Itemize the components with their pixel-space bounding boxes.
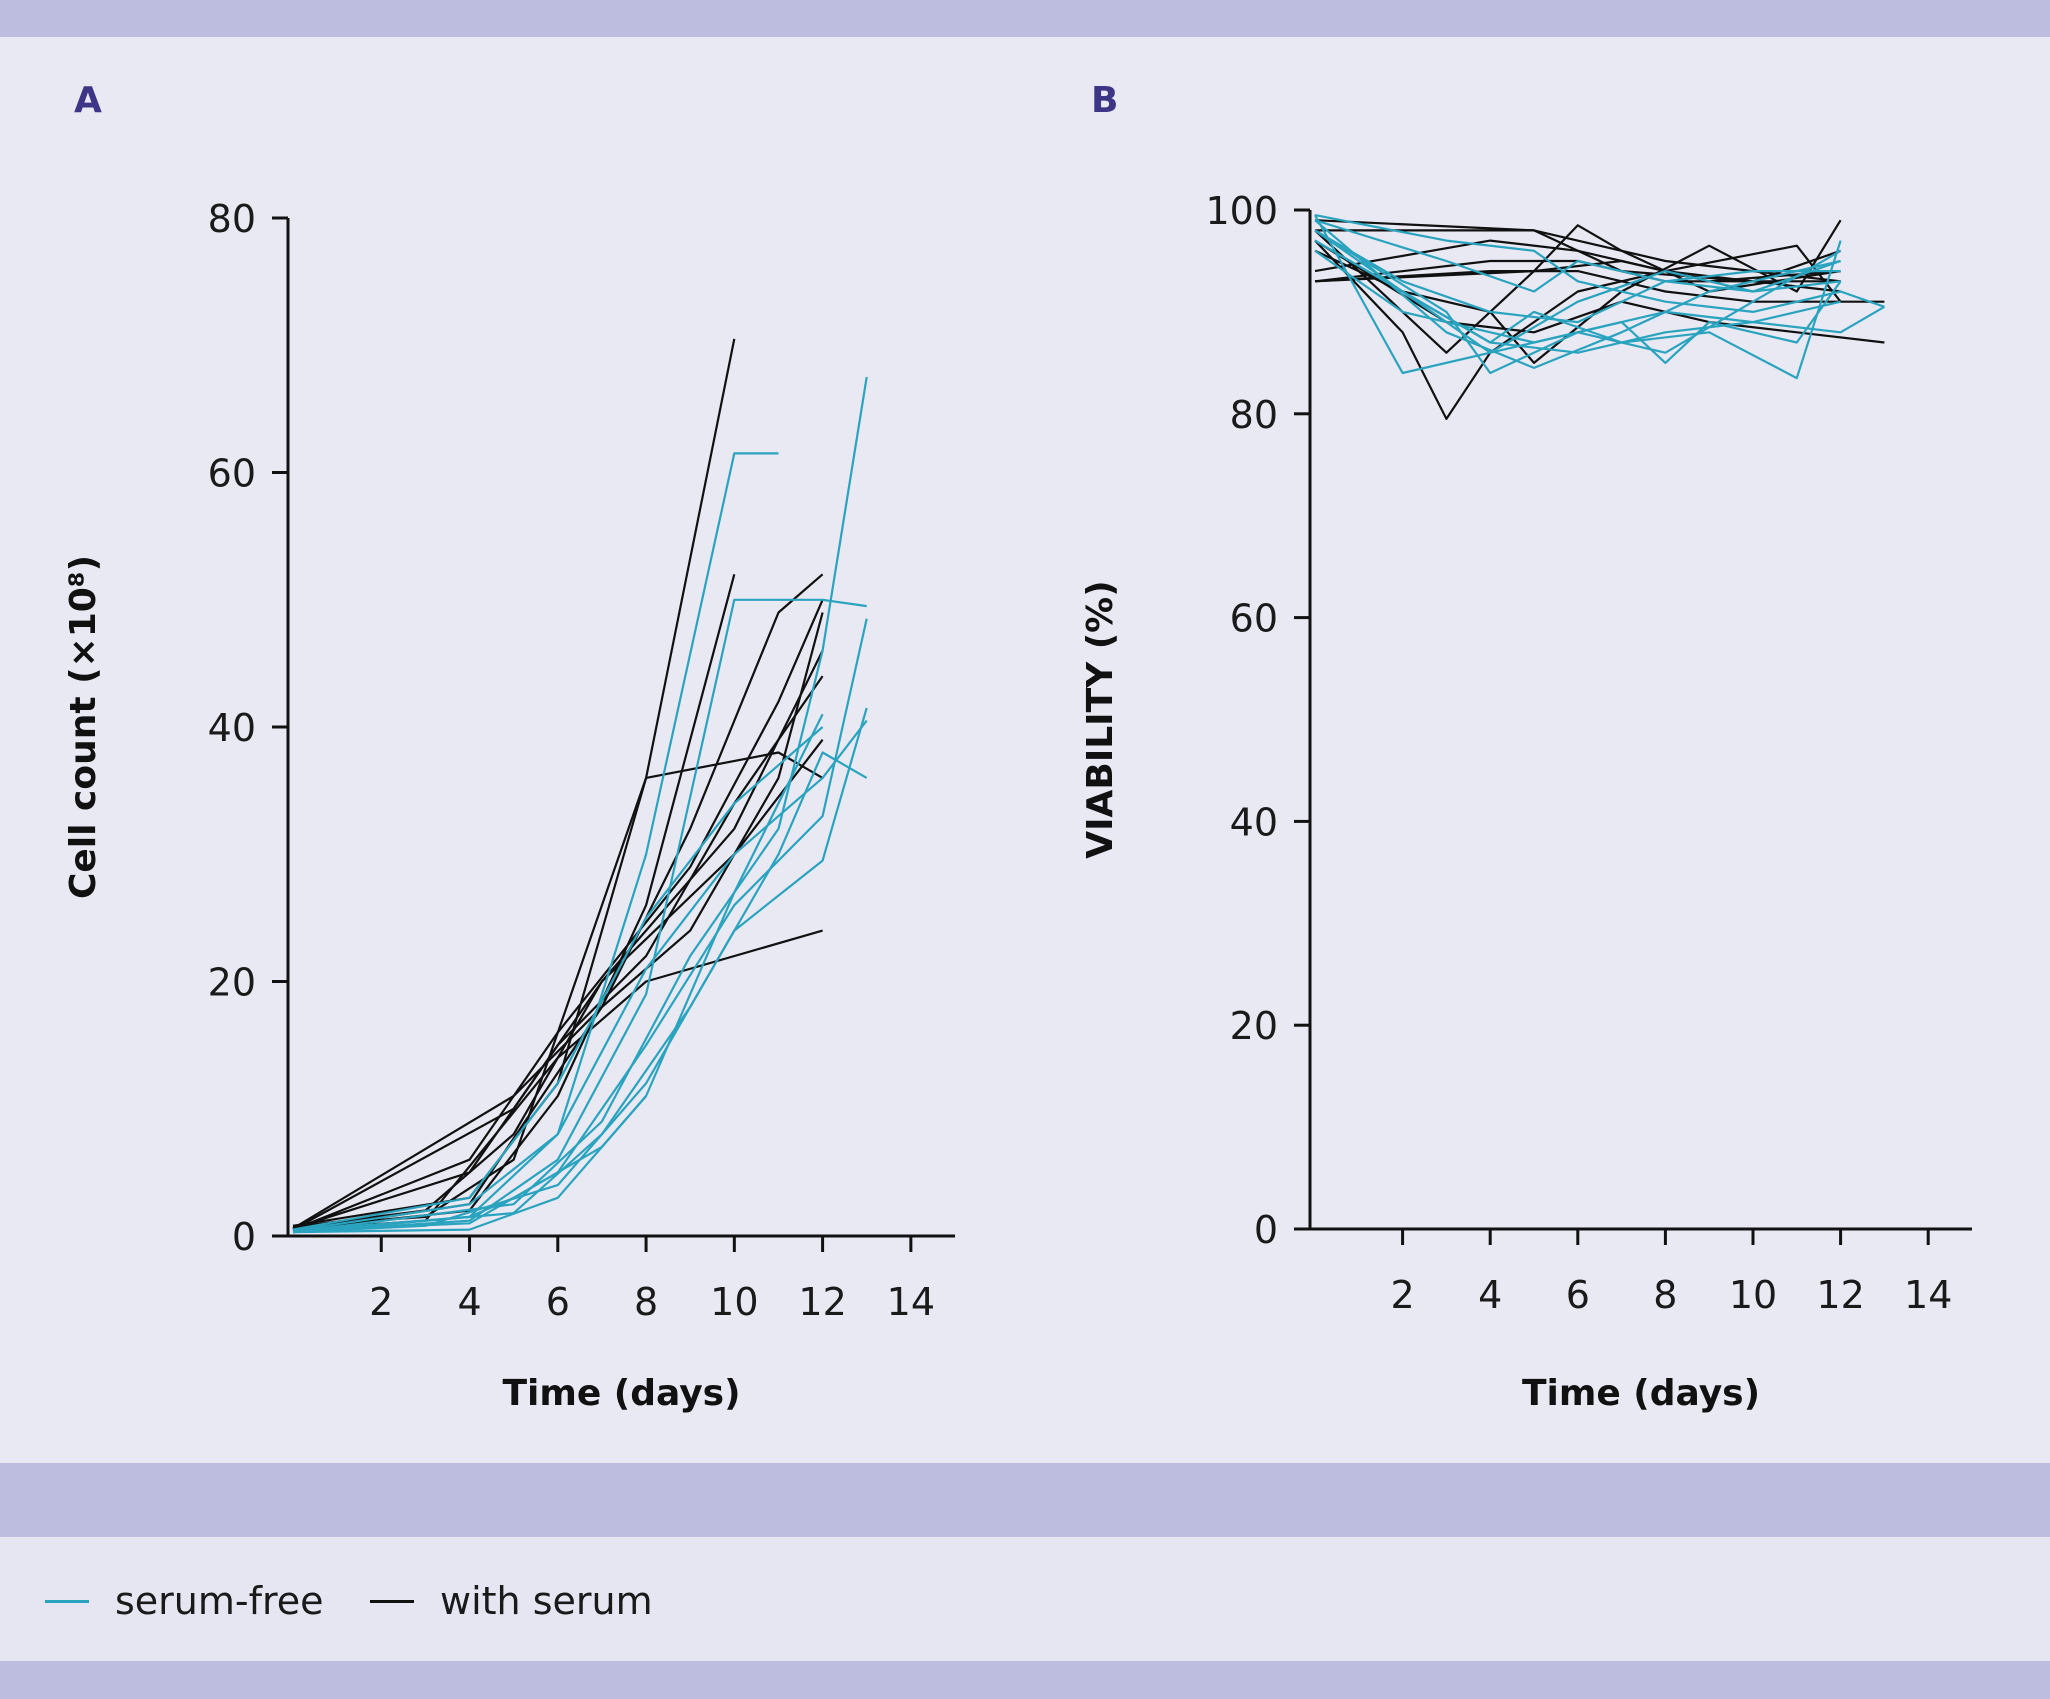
series-line-a-15-serum-free: [292, 707, 868, 1234]
x-tick-label-a-2: 2: [369, 1280, 393, 1324]
series-line-a-6-with-serum: [292, 650, 824, 1231]
y-tick-label-b-20: 20: [1230, 1004, 1278, 1048]
x-tick-label-b-2: 2: [1391, 1273, 1415, 1317]
series-line-a-10-with-serum: [292, 612, 824, 1232]
x-tick-label-b-14: 14: [1904, 1273, 1952, 1317]
y-tick-label-a-80: 80: [208, 197, 256, 241]
series-line-b-2-with-serum: [1314, 239, 1841, 420]
x-tick-label-b-6: 6: [1566, 1273, 1590, 1317]
series-line-a-9-with-serum: [292, 751, 824, 1227]
series-line-b-17-serum-free: [1314, 249, 1842, 364]
y-tick-label-b-0: 0: [1254, 1208, 1278, 1252]
series-line-a-1-with-serum: [292, 338, 736, 1227]
series-line-a-19-serum-free: [292, 1095, 647, 1234]
x-axis-label-b: Time (days): [1522, 1373, 1760, 1414]
series-line-b-20-serum-free: [1314, 229, 1841, 324]
y-tick-label-a-60: 60: [208, 452, 256, 496]
series-line-a-4-with-serum: [292, 599, 824, 1231]
y-tick-label-b-100: 100: [1205, 189, 1278, 233]
y-axis-label-a: Cell count (×10⁸): [63, 555, 104, 899]
x-tick-label-a-8: 8: [634, 1280, 658, 1324]
panel-label-a: A: [74, 80, 102, 121]
chart-a-cell-count: 0 20 40 60 80 2 4 6 8 10 12 14 Time (days) Cell count…: [63, 197, 955, 1414]
series-line-b-15-serum-free: [1314, 219, 1841, 293]
x-tick-label-a-6: 6: [546, 1280, 570, 1324]
x-tick-label-a-14: 14: [887, 1280, 935, 1324]
x-tick-label-b-12: 12: [1816, 1273, 1864, 1317]
chart-b-viability: 0 20 40 60 80 100 2 4 6 8 10 12 14 Time (days) VIABILI…: [1080, 189, 1972, 1414]
legend-swatch-with-serum: [370, 1599, 414, 1603]
y-tick-label-a-40: 40: [208, 706, 256, 750]
separator-band: [0, 1463, 2050, 1537]
x-tick-label-b-10: 10: [1729, 1273, 1777, 1317]
series-line-b-10-with-serum: [1315, 229, 1841, 283]
x-tick-label-a-10: 10: [710, 1280, 758, 1324]
series-line-a-12-serum-free: [292, 598, 867, 1234]
top-band: [0, 0, 2050, 37]
series-line-a-14-serum-free: [292, 618, 868, 1232]
y-axis-label-b: VIABILITY (%): [1080, 580, 1121, 858]
legend-item-with-serum: with serum: [370, 1576, 653, 1626]
panel-label-b: B: [1091, 80, 1119, 121]
x-tick-label-a-4: 4: [457, 1280, 481, 1324]
x-tick-label-b-8: 8: [1653, 1273, 1677, 1317]
x-axis-label-a: Time (days): [502, 1373, 740, 1414]
y-tick-label-a-0: 0: [232, 1215, 256, 1259]
legend-swatch-serum-free: [45, 1599, 89, 1603]
series-line-a-20-serum-free: [292, 726, 824, 1231]
y-tick-label-b-80: 80: [1230, 393, 1278, 437]
series-line-b-12-serum-free: [1314, 219, 1841, 369]
legend-label-with-serum: with serum: [440, 1579, 653, 1623]
series-line-a-18-serum-free: [292, 719, 868, 1232]
x-tick-label-b-4: 4: [1478, 1273, 1502, 1317]
series-line-b-18-serum-free: [1314, 214, 1885, 313]
x-tick-label-a-12: 12: [798, 1280, 846, 1324]
series-line-b-19-serum-free: [1314, 239, 1841, 354]
series-line-b-13-serum-free: [1314, 229, 1885, 354]
legend-item-serum-free: serum-free: [45, 1576, 324, 1626]
y-tick-label-b-60: 60: [1230, 597, 1278, 641]
y-tick-label-b-40: 40: [1230, 800, 1278, 844]
legend-label-serum-free: serum-free: [115, 1579, 324, 1623]
y-tick-label-a-20: 20: [208, 961, 256, 1005]
series-line-a-13-serum-free: [292, 376, 868, 1234]
bottom-band: [0, 1661, 2050, 1699]
series-line-a-3-with-serum: [292, 573, 824, 1230]
legend-area: [0, 1537, 2050, 1661]
series-line-b-7-with-serum: [1314, 259, 1841, 283]
